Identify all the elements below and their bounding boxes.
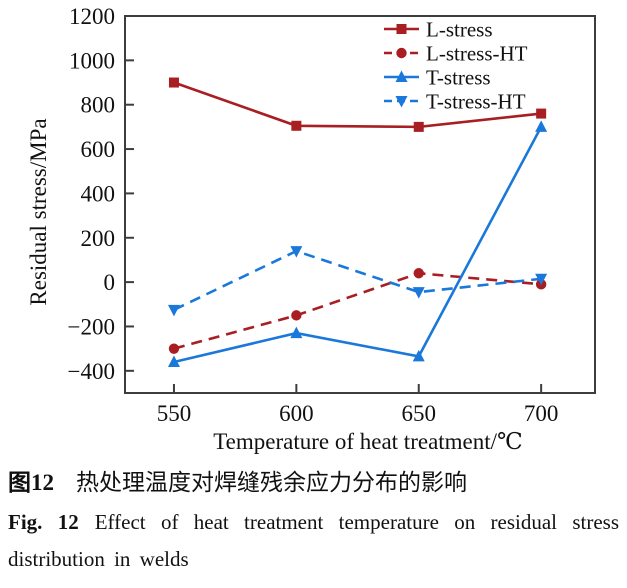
series-line-L-stress	[173, 81, 542, 129]
legend-label-T-stress: T-stress	[426, 66, 491, 90]
x-tick-label: 550	[157, 401, 192, 426]
y-tick-label: 400	[81, 181, 116, 206]
series-marker-L-stress-HT	[291, 310, 302, 321]
y-tick-label: −200	[68, 314, 115, 339]
x-tick-label: 650	[402, 401, 437, 426]
caption-en-text: Effect of heat treatment temperature on …	[8, 510, 619, 571]
series-marker-T-stress	[535, 120, 548, 132]
series-marker-L-stress	[291, 120, 302, 131]
y-tick-label: 200	[81, 226, 116, 251]
y-tick-label: 600	[81, 137, 116, 162]
x-tick-label: 600	[279, 401, 314, 426]
series-marker-L-stress	[168, 77, 179, 88]
series-line-L-stress-HT	[173, 271, 542, 350]
caption-zh-label: 图12	[8, 470, 54, 495]
y-tick-label: 1200	[69, 4, 115, 29]
plot-frame	[124, 15, 596, 394]
series-marker-T-stress	[167, 355, 180, 367]
series-line-T-stress-HT	[173, 249, 542, 312]
figure-caption: 图12 热处理温度对焊缝残余应力分布的影响 Fig. 12 Effect of he…	[0, 460, 627, 578]
caption-en: Fig. 12 Effect of heat treatment temperat…	[8, 504, 619, 578]
series-marker-T-stress	[412, 349, 425, 362]
y-tick-label: 800	[81, 93, 116, 118]
series-marker-T-stress-HT	[412, 287, 425, 299]
y-tick-label: 1000	[69, 48, 115, 73]
legend-label-T-stress-HT: T-stress-HT	[426, 90, 526, 114]
series-marker-L-stress	[413, 121, 424, 132]
legend-marker-T-stress	[395, 70, 408, 82]
legend-label-L-stress: L-stress	[426, 18, 493, 42]
series-marker-T-stress-HT	[535, 273, 548, 286]
y-axis-title: Residual stress/MPa	[26, 118, 51, 305]
series-marker-L-stress-HT	[168, 343, 180, 354]
legend-marker-L-stress	[396, 24, 407, 34]
series-marker-T-stress	[290, 326, 303, 339]
x-axis-title: Temperature of heat treatment/℃	[213, 429, 523, 454]
legend-label-L-stress-HT: L-stress-HT	[426, 42, 528, 66]
series-marker-T-stress-HT	[167, 304, 180, 317]
series-marker-L-stress	[536, 108, 547, 119]
series-marker-T-stress-HT	[290, 246, 303, 258]
y-tick-label: −400	[68, 359, 115, 384]
legend-marker-L-stress-HT	[396, 47, 407, 59]
y-tick-label: 0	[104, 270, 116, 295]
caption-en-label: Fig. 12	[8, 510, 79, 534]
series-line-T-stress	[173, 126, 543, 364]
legend-marker-T-stress-HT	[395, 96, 408, 108]
chart-canvas: −400 −200 0 200 400 600 800 1000 1200 550 600 650 70…	[26, 4, 596, 454]
caption-zh-text: 热处理温度对焊缝残余应力分布的影响	[76, 470, 467, 495]
series-marker-L-stress-HT	[413, 268, 424, 279]
caption-zh: 图12 热处理温度对焊缝残余应力分布的影响	[8, 466, 619, 500]
stress-chart: −400 −200 0 200 400 600 800 1000 1200 550 600 650 70…	[26, 4, 596, 454]
x-tick-label: 700	[524, 401, 559, 426]
